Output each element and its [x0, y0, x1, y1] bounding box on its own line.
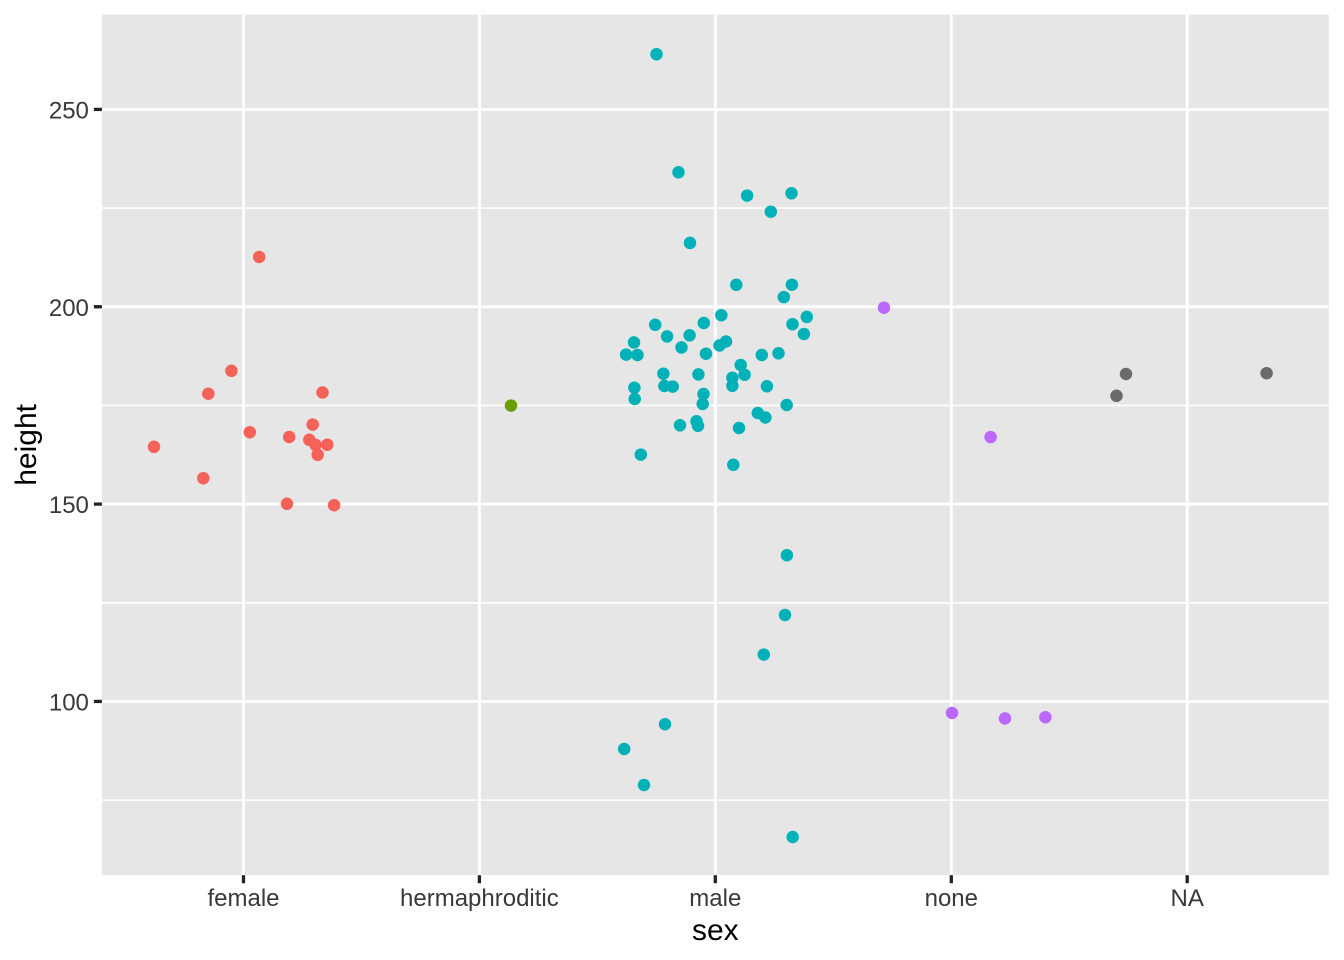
svg-text:200: 200 — [49, 295, 89, 322]
svg-text:NA: NA — [1171, 885, 1204, 912]
svg-text:150: 150 — [49, 492, 89, 519]
svg-text:height: height — [10, 403, 43, 485]
svg-text:male: male — [689, 885, 741, 912]
svg-text:100: 100 — [49, 689, 89, 716]
svg-text:sex: sex — [692, 914, 739, 947]
svg-text:female: female — [207, 885, 279, 912]
svg-text:hermaphroditic: hermaphroditic — [400, 885, 559, 912]
svg-text:250: 250 — [49, 97, 89, 124]
svg-text:none: none — [925, 885, 978, 912]
